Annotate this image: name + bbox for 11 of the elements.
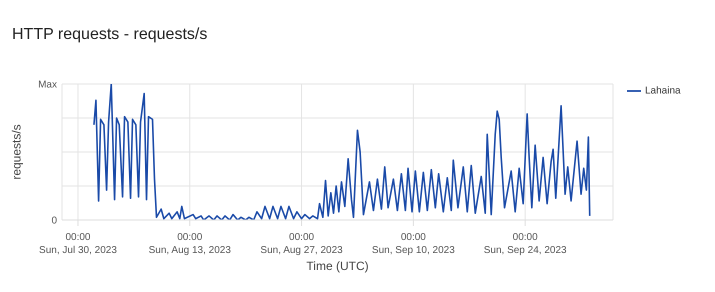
text: 0 [51, 216, 58, 227]
x-tick-label: 00:00 Sun, Sep 10, 2023 [372, 232, 456, 256]
y-axis-title: requests/s [9, 124, 24, 180]
legend-label: Lahaina [645, 86, 681, 97]
x-tick-label: 00:00 Sun, Aug 13, 2023 [148, 232, 232, 256]
chart-title: HTTP requests - requests/s [11, 25, 208, 45]
text: Max [38, 80, 57, 91]
x-tick-label: 00:00 Sun, Sep 24, 2023 [484, 232, 568, 256]
x-tick-label: 00:00 Sun, Jul 30, 2023 [39, 232, 118, 256]
x-tick-label: 00:00 Sun, Aug 27, 2023 [260, 232, 344, 256]
x-axis-title: Time (UTC) [306, 259, 369, 273]
